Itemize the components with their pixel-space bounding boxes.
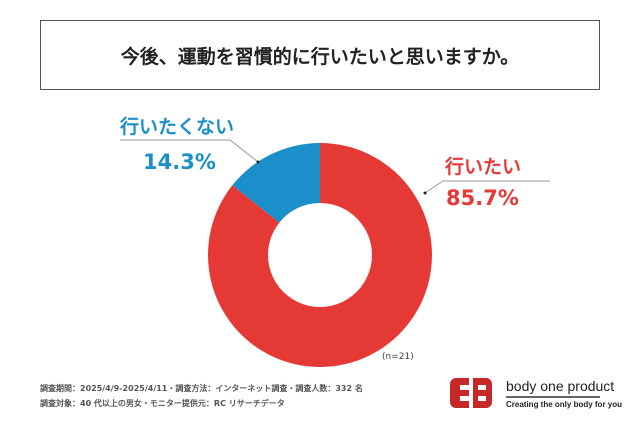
label-yes-category: 行いたい — [445, 156, 522, 178]
label-no-value: 14.3% — [143, 150, 216, 174]
leader-dot-yes — [423, 191, 427, 195]
survey-note-1: 調査期間：2025/4/9-2025/4/11・調査方法：インターネット調査・調… — [40, 384, 363, 393]
logo-name: body one product — [506, 378, 615, 394]
leader-dot-no — [256, 160, 260, 164]
label-yes-value: 85.7% — [446, 186, 519, 210]
donut-slice-no — [232, 143, 320, 223]
survey-note-2: 調査対象：40 代以上の男女・モニター提供元：RC リサーチデータ — [40, 399, 285, 408]
label-no-category: 行いたくない — [120, 116, 235, 138]
chart-title: 今後、運動を習慣的に行いたいと思いますか。 — [40, 20, 600, 90]
donut-slice-yes — [208, 143, 433, 367]
sample-size-note: (n=21) — [382, 352, 414, 362]
logo-tagline: Creating the only body for you — [506, 400, 623, 409]
leader-line-no — [120, 139, 259, 163]
leader-line-yes — [424, 180, 550, 194]
logo-mark — [450, 378, 600, 408]
